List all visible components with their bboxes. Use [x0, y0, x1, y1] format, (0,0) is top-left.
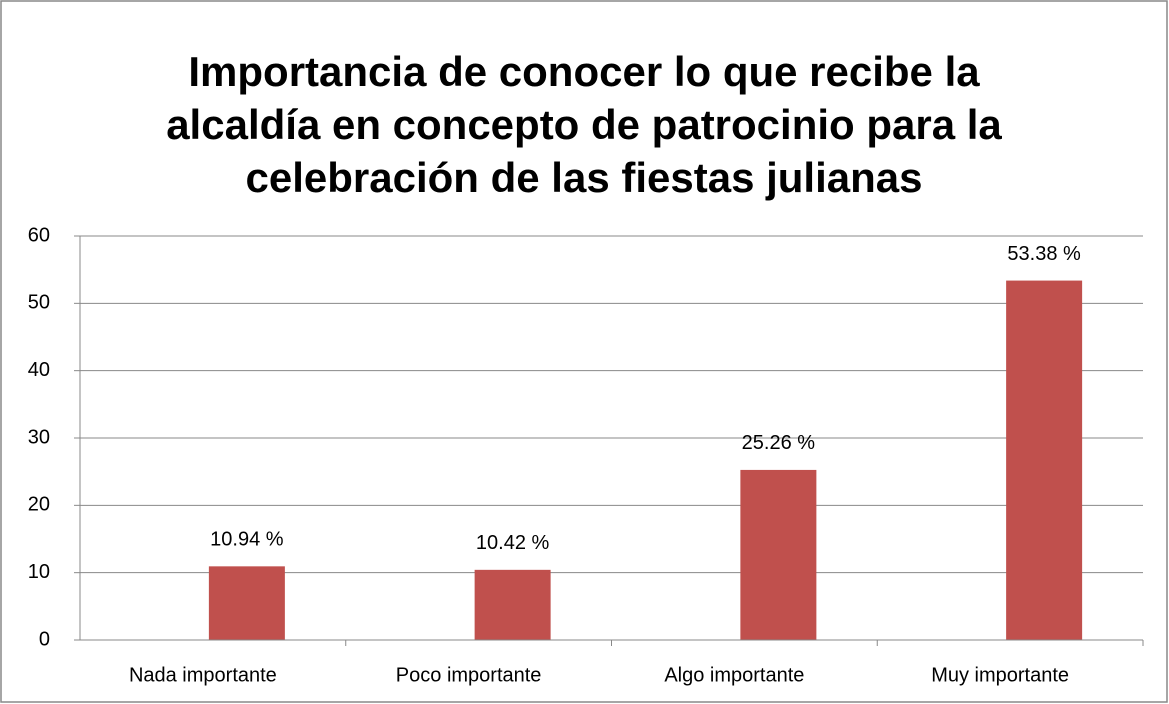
y-tick-label: 40 — [28, 359, 50, 381]
chart-title: alcaldía en concepto de patrocinio para … — [166, 101, 1002, 148]
y-tick-label: 30 — [28, 426, 50, 448]
y-tick-label: 60 — [28, 224, 50, 246]
y-tick-label: 0 — [39, 628, 50, 650]
data-label: 10.94 % — [210, 529, 284, 551]
x-tick-label: Algo importante — [664, 664, 804, 686]
x-tick-label: Poco importante — [396, 664, 542, 686]
y-tick-label: 20 — [28, 494, 50, 516]
data-label: 25.26 % — [742, 432, 816, 454]
data-label: 10.42 % — [476, 532, 550, 554]
bar — [740, 469, 817, 640]
y-tick-label: 50 — [28, 292, 50, 314]
y-tick-label: 10 — [28, 561, 50, 583]
bar — [1006, 280, 1083, 640]
x-tick-label: Muy importante — [931, 664, 1069, 686]
data-label: 53.38 % — [1007, 243, 1081, 265]
bar — [208, 566, 285, 640]
x-tick-label: Nada importante — [129, 664, 277, 686]
chart-title: Importancia de conocer lo que recibe la — [188, 48, 980, 95]
chart-title: celebración de las fiestas julianas — [246, 154, 923, 201]
bar — [474, 569, 551, 640]
